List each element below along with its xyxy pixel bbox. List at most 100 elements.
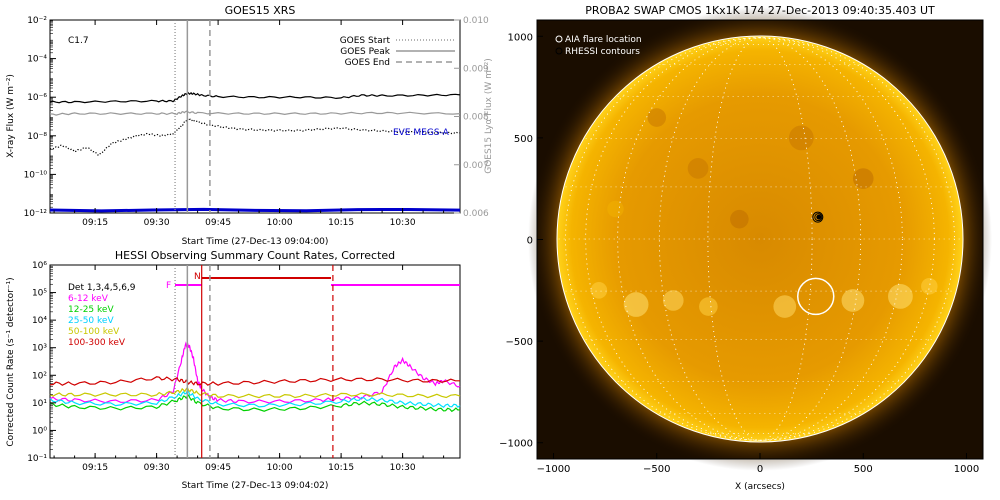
hessi-title: HESSI Observing Summary Count Rates, Cor… — [115, 249, 395, 262]
aia-flare-location-marker — [797, 277, 835, 316]
hessi-ytick-label: 10¹ — [32, 399, 47, 409]
swap-x-ticks: −1000 −500 0 500 1000 — [537, 453, 979, 475]
hessi-series-group — [49, 341, 461, 413]
swap-xtick-label: 0 — [757, 464, 763, 475]
swap-limb-circle — [556, 35, 964, 443]
goes-xtick-label: 09:15 — [82, 218, 108, 228]
hessi-plot-frame — [49, 264, 461, 459]
goes-rtick-label: 0.007 — [463, 161, 489, 171]
hessi-panel: HESSI Observing Summary Count Rates, Cor… — [6, 249, 461, 491]
goes-series-0 — [49, 91, 461, 104]
goes-annotation: C1.7 — [68, 36, 89, 46]
goes-series-1 — [49, 110, 461, 116]
swap-ytick-label: −1000 — [499, 439, 533, 450]
swap-legend-aia-symbol — [555, 35, 563, 43]
goes-legend-peak: GOES Peak — [340, 47, 390, 57]
goes-event-lines — [174, 20, 211, 213]
goes-ytick-label: 10⁻¹² — [24, 209, 48, 219]
swap-grid-longitude — [565, 37, 955, 441]
swap-legend-rhessi-symbol — [555, 47, 563, 55]
goes-series-group — [49, 91, 461, 213]
hessi-legend-100-300: 100-300 keV — [68, 338, 126, 348]
swap-legend: AIA flare location RHESSI contours — [555, 35, 642, 57]
swap-texture-patch — [773, 295, 797, 318]
goes-x-label: Start Time (27-Dec-13 09:04:00) — [182, 237, 329, 247]
swap-texture-patch — [841, 289, 865, 312]
swap-xtick-label: −500 — [643, 464, 670, 475]
hessi-xtick-label: 09:30 — [144, 463, 170, 473]
goes-ytick-label: 10⁻² — [27, 16, 47, 26]
goes-series-3 — [49, 207, 461, 213]
goes-rtick-label: 0.010 — [463, 16, 489, 26]
swap-ytick-label: 0 — [527, 236, 533, 247]
hessi-ytick-label: 10² — [32, 371, 47, 381]
swap-grid-longitude — [658, 37, 862, 441]
hessi-xtick-label: 09:15 — [82, 463, 108, 473]
hessi-xtick-label: 10:30 — [390, 463, 416, 473]
swap-legend-rhessi: RHESSI contours — [565, 47, 640, 57]
goes-eve-label: EVE MEGS-A — [393, 128, 450, 138]
swap-sun-disk — [557, 36, 963, 442]
swap-texture-patch — [607, 200, 624, 218]
hessi-ytick-label: 10⁶ — [32, 261, 47, 271]
hessi-ytick-label: 10⁻¹ — [27, 454, 47, 464]
hessi-legend: Det 1,3,4,5,6,9 6-12 keV 12-25 keV 25-50… — [68, 283, 136, 348]
hessi-ytick-label: 10³ — [32, 344, 47, 354]
swap-x-label: X (arcsecs) — [735, 482, 785, 492]
hessi-legend-25-50: 25-50 keV — [68, 316, 114, 326]
goes-ytick-label: 10⁻⁴ — [27, 55, 47, 65]
swap-legend-aia: AIA flare location — [565, 35, 642, 45]
goes-y-label-left: X-ray Flux (W m⁻²) — [6, 74, 16, 158]
rhessi-contour-ring — [816, 214, 822, 220]
goes-right-ticks: 0.010 0.009 0.008 0.007 0.006 — [454, 16, 489, 219]
hessi-legend-12-25: 12-25 keV — [68, 305, 114, 315]
goes-legend: GOES Start GOES Peak GOES End — [340, 36, 455, 68]
goes-xtick-label: 09:45 — [205, 218, 231, 228]
goes-xtick-label: 10:15 — [328, 218, 354, 228]
hessi-ytick-label: 10⁰ — [32, 426, 47, 436]
swap-texture-patch — [590, 282, 608, 299]
swap-xtick-label: 500 — [854, 464, 873, 475]
hessi-x-ticks: 09:15 09:30 09:45 10:00 10:15 10:30 — [53, 265, 445, 473]
hessi-xtick-label: 09:45 — [205, 463, 231, 473]
hessi-series-4 — [49, 376, 460, 386]
swap-xtick-label: −1000 — [537, 464, 571, 475]
swap-texture-patch — [788, 125, 814, 151]
goes-rtick-label: 0.008 — [463, 113, 489, 123]
hessi-series-0 — [49, 341, 461, 404]
goes-panel: GOES15 XRS 09:15 09:30 09:45 10:00 10:15 10:3… — [6, 4, 494, 247]
hessi-series-2 — [49, 389, 461, 408]
goes-series-2 — [49, 117, 460, 156]
swap-panel: PROBA2 SWAP CMOS 1Kx1K 174 27-Dec-2013 0… — [499, 4, 992, 492]
hessi-y-ticks: 10⁻¹ 10⁰ 10¹ 10² 10³ 10⁴ 10⁵ 10⁶ — [27, 261, 56, 464]
goes-xtick-label: 10:30 — [390, 218, 416, 228]
hessi-legend-6-12: 6-12 keV — [68, 294, 109, 304]
rhessi-contours — [812, 211, 824, 223]
swap-texture-patch — [888, 284, 913, 309]
hessi-series-1 — [49, 394, 461, 413]
hessi-series-3 — [49, 386, 461, 399]
goes-y-ticks: 10⁻¹² 10⁻¹⁰ 10⁻⁸ 10⁻⁶ 10⁻⁴ 10⁻² — [24, 16, 56, 219]
swap-xtick-label: 1000 — [954, 464, 979, 475]
swap-texture-patch — [730, 209, 749, 229]
rhessi-contour-ring — [814, 213, 823, 222]
swap-texture-patch — [852, 168, 874, 189]
swap-texture-patch — [687, 158, 709, 179]
swap-texture-patch — [647, 108, 667, 127]
swap-disk-texture — [590, 108, 938, 318]
hessi-xtick-label: 10:15 — [328, 463, 354, 473]
hessi-legend-50-100: 50-100 keV — [68, 327, 120, 337]
hessi-flag-n: N — [194, 272, 201, 282]
swap-ytick-label: 500 — [514, 134, 533, 145]
hessi-ytick-label: 10⁴ — [32, 316, 47, 326]
goes-legend-start: GOES Start — [340, 36, 391, 46]
swap-y-ticks: 1000 500 0 −500 −1000 — [499, 32, 543, 450]
hessi-ytick-label: 10⁵ — [32, 289, 47, 299]
goes-title: GOES15 XRS — [225, 4, 296, 17]
goes-xtick-label: 10:00 — [267, 218, 293, 228]
swap-ytick-label: −500 — [506, 337, 533, 348]
goes-y-label-right: GOES15 Lyα Flux (W m⁻²) — [484, 58, 494, 174]
hessi-x-label: Start Time (27-Dec-13 09:04:02) — [182, 481, 329, 491]
goes-xtick-label: 09:30 — [144, 218, 170, 228]
hessi-flag-f: F — [166, 281, 171, 291]
